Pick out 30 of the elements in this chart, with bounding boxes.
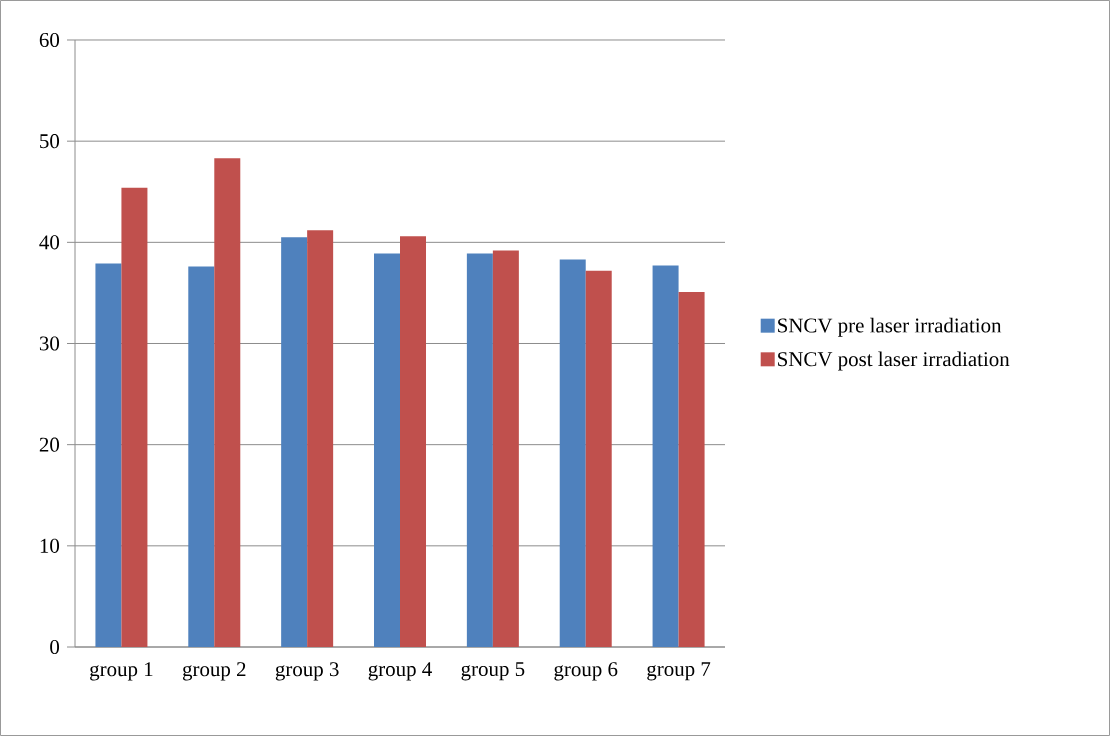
bar xyxy=(559,259,586,647)
y-tick-label: 30 xyxy=(39,336,60,351)
x-tick-label: group 6 xyxy=(554,662,618,681)
bar xyxy=(678,291,705,647)
x-tick-label: group 7 xyxy=(647,662,711,681)
bar xyxy=(492,250,519,647)
y-tick-label: 10 xyxy=(40,538,60,553)
bar xyxy=(652,265,679,647)
bar xyxy=(121,187,148,647)
x-tick-label: group 3 xyxy=(275,662,339,681)
bar xyxy=(585,270,612,647)
bar xyxy=(400,236,426,647)
y-tick-label: 40 xyxy=(39,235,60,250)
legend-label: SNCV post laser irradiation xyxy=(778,351,1010,371)
bar xyxy=(374,253,400,647)
bar xyxy=(307,230,334,647)
y-tick-label: 0 xyxy=(50,639,60,655)
y-tick-label: 60 xyxy=(39,32,60,48)
y-tick-label: 20 xyxy=(39,437,60,452)
x-tick-label: group 1 xyxy=(90,662,153,681)
bar xyxy=(188,266,215,647)
y-tick-label: 50 xyxy=(40,134,60,149)
x-tick-label: group 4 xyxy=(368,662,432,681)
bar xyxy=(214,158,241,647)
x-tick-label: group 2 xyxy=(182,662,246,681)
bar xyxy=(95,263,122,647)
legend-label: SNCV pre laser irradiation xyxy=(778,317,1002,337)
bar xyxy=(466,253,493,647)
x-tick-label: group 5 xyxy=(461,662,525,681)
bar xyxy=(281,237,308,647)
